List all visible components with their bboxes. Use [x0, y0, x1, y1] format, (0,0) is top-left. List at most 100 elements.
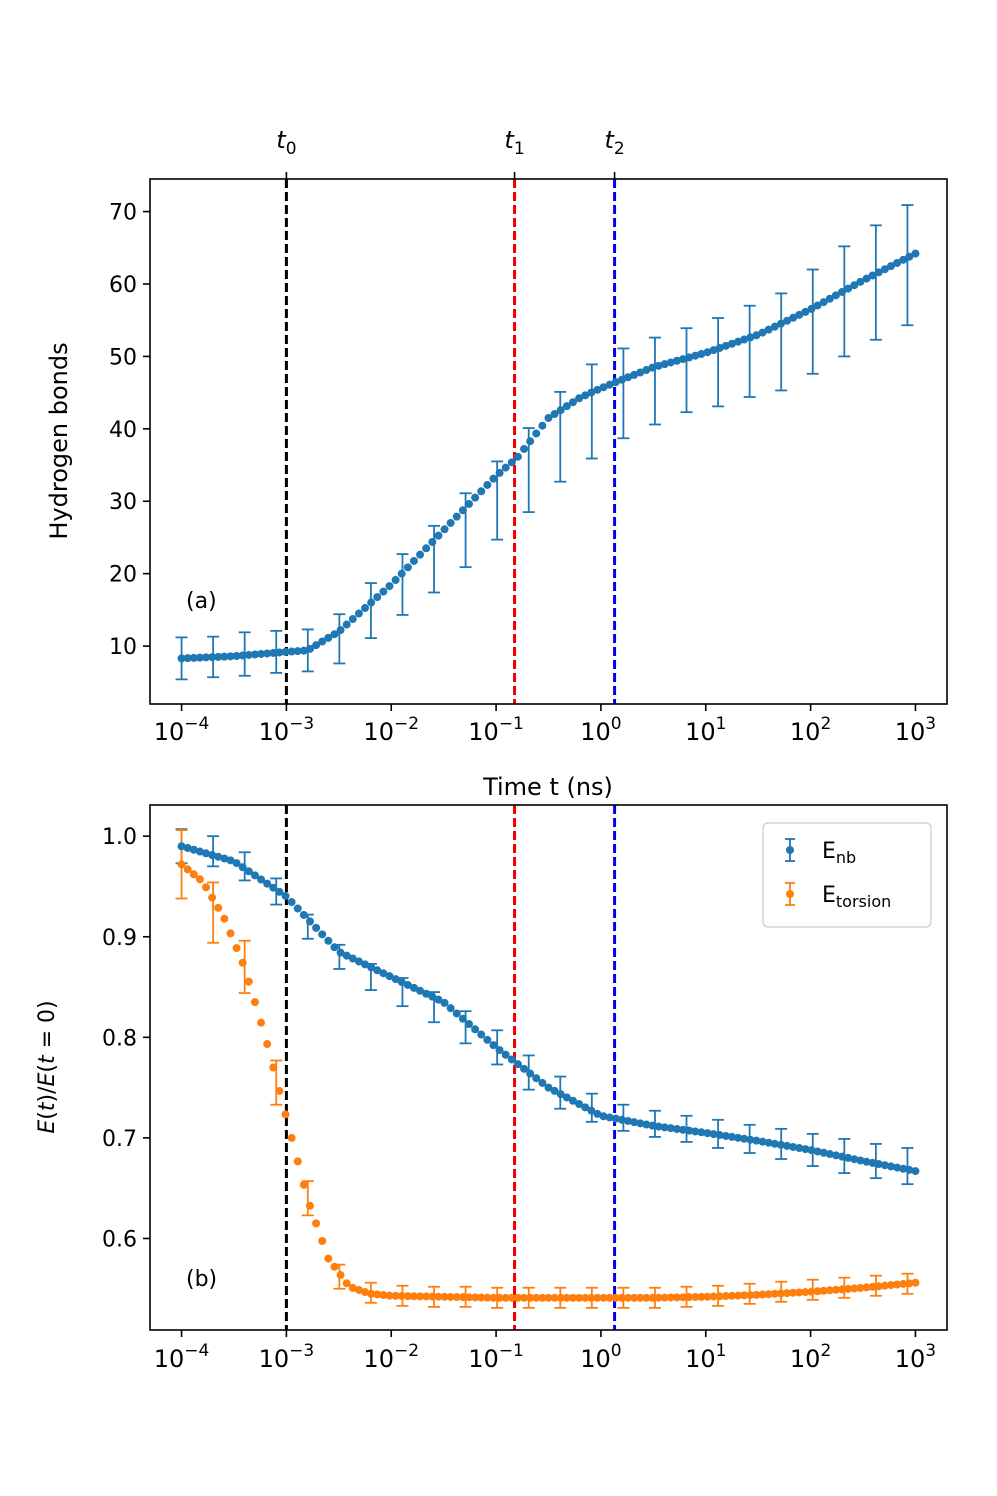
data-point [642, 366, 651, 375]
data-point [691, 1127, 700, 1136]
data-point [226, 652, 235, 661]
data-point [654, 361, 663, 370]
data-point [434, 531, 443, 540]
data-point [397, 1292, 406, 1301]
data-point [501, 1293, 510, 1302]
data-point [874, 1160, 883, 1169]
errorbar [333, 613, 346, 665]
data-point [501, 1050, 510, 1059]
panel-a-vlines [284, 179, 617, 704]
data-point [434, 1292, 443, 1301]
x-tick-label: 100 [580, 714, 621, 746]
legend-marker-etorsion-dot [786, 890, 794, 898]
data-point [373, 966, 382, 975]
data-point [361, 960, 370, 969]
data-point [305, 644, 314, 653]
data-point [373, 1290, 382, 1299]
data-point [183, 865, 192, 874]
data-point [624, 373, 632, 382]
ylabel-t2: t [35, 1054, 60, 1064]
errorbar [585, 363, 598, 460]
x-tick-label: 10−2 [363, 714, 419, 746]
data-point [911, 1167, 920, 1176]
data-point [520, 1293, 529, 1302]
data-point [477, 1030, 486, 1039]
x-tick-label: 101 [685, 714, 726, 746]
x-tick-label: 102 [790, 714, 831, 746]
errorbar [428, 524, 441, 594]
data-point [526, 1069, 535, 1078]
data-point [911, 1278, 920, 1287]
y-tick-label: 50 [109, 345, 137, 370]
data-point [838, 287, 847, 296]
x-tick-exp: −1 [499, 1341, 524, 1361]
data-point [617, 1115, 626, 1124]
data-point [324, 936, 333, 945]
data-point [844, 1153, 853, 1162]
data-point [275, 1086, 284, 1095]
data-point [856, 277, 865, 286]
data-point [868, 271, 877, 280]
data-point [348, 1283, 357, 1292]
data-point [575, 1293, 584, 1302]
x-tick-label: 103 [895, 714, 936, 746]
data-point [220, 914, 229, 923]
data-point [605, 1113, 614, 1122]
data-point [238, 651, 247, 660]
data-point [801, 1145, 810, 1154]
data-point [746, 1135, 755, 1144]
x-tick-exp: 3 [925, 1341, 936, 1361]
data-point [342, 1279, 351, 1288]
data-point [299, 910, 308, 919]
data-point [654, 1122, 663, 1131]
data-point [697, 1292, 706, 1301]
data-point [507, 1055, 516, 1064]
data-point [752, 331, 761, 340]
data-point [189, 870, 198, 879]
errorbar [743, 304, 756, 398]
data-point [795, 1144, 804, 1153]
x-tick-label: 101 [685, 1341, 726, 1373]
panel-a-vline-labels: t0 t1 t2 [276, 126, 625, 179]
data-point [446, 518, 455, 527]
data-point [342, 620, 351, 629]
data-point [715, 343, 724, 352]
errorbar [712, 317, 725, 408]
data-point [715, 1292, 724, 1301]
data-point [593, 1109, 602, 1118]
x-tick-base: 10 [468, 1345, 499, 1373]
data-point [299, 1180, 308, 1189]
data-point [226, 929, 235, 938]
data-point [776, 319, 785, 328]
data-point [593, 1293, 602, 1302]
y-tick-label: 20 [109, 563, 137, 588]
data-point [874, 268, 883, 277]
data-point [440, 525, 449, 534]
data-point [703, 1129, 712, 1138]
data-point [397, 978, 406, 987]
errorbar [775, 292, 788, 392]
data-point [287, 898, 296, 907]
data-point [501, 463, 510, 472]
data-point [513, 1293, 522, 1302]
data-point [752, 1290, 761, 1299]
y-tick-label: 10 [109, 635, 137, 660]
data-point [208, 653, 217, 662]
data-point [483, 1035, 492, 1044]
data-point [312, 923, 321, 932]
data-point [202, 883, 211, 892]
data-point [874, 1282, 883, 1291]
y-tick-label: 60 [109, 273, 137, 298]
data-point [397, 569, 406, 578]
data-point [770, 322, 779, 331]
data-point [238, 863, 247, 872]
data-point [391, 1291, 400, 1300]
data-point [263, 879, 272, 888]
data-point [776, 1289, 785, 1298]
x-tick-base: 10 [468, 718, 499, 746]
data-point [727, 1132, 736, 1141]
data-point [409, 1292, 418, 1301]
data-point [697, 1128, 706, 1137]
data-point [819, 298, 828, 307]
data-point [740, 335, 749, 344]
